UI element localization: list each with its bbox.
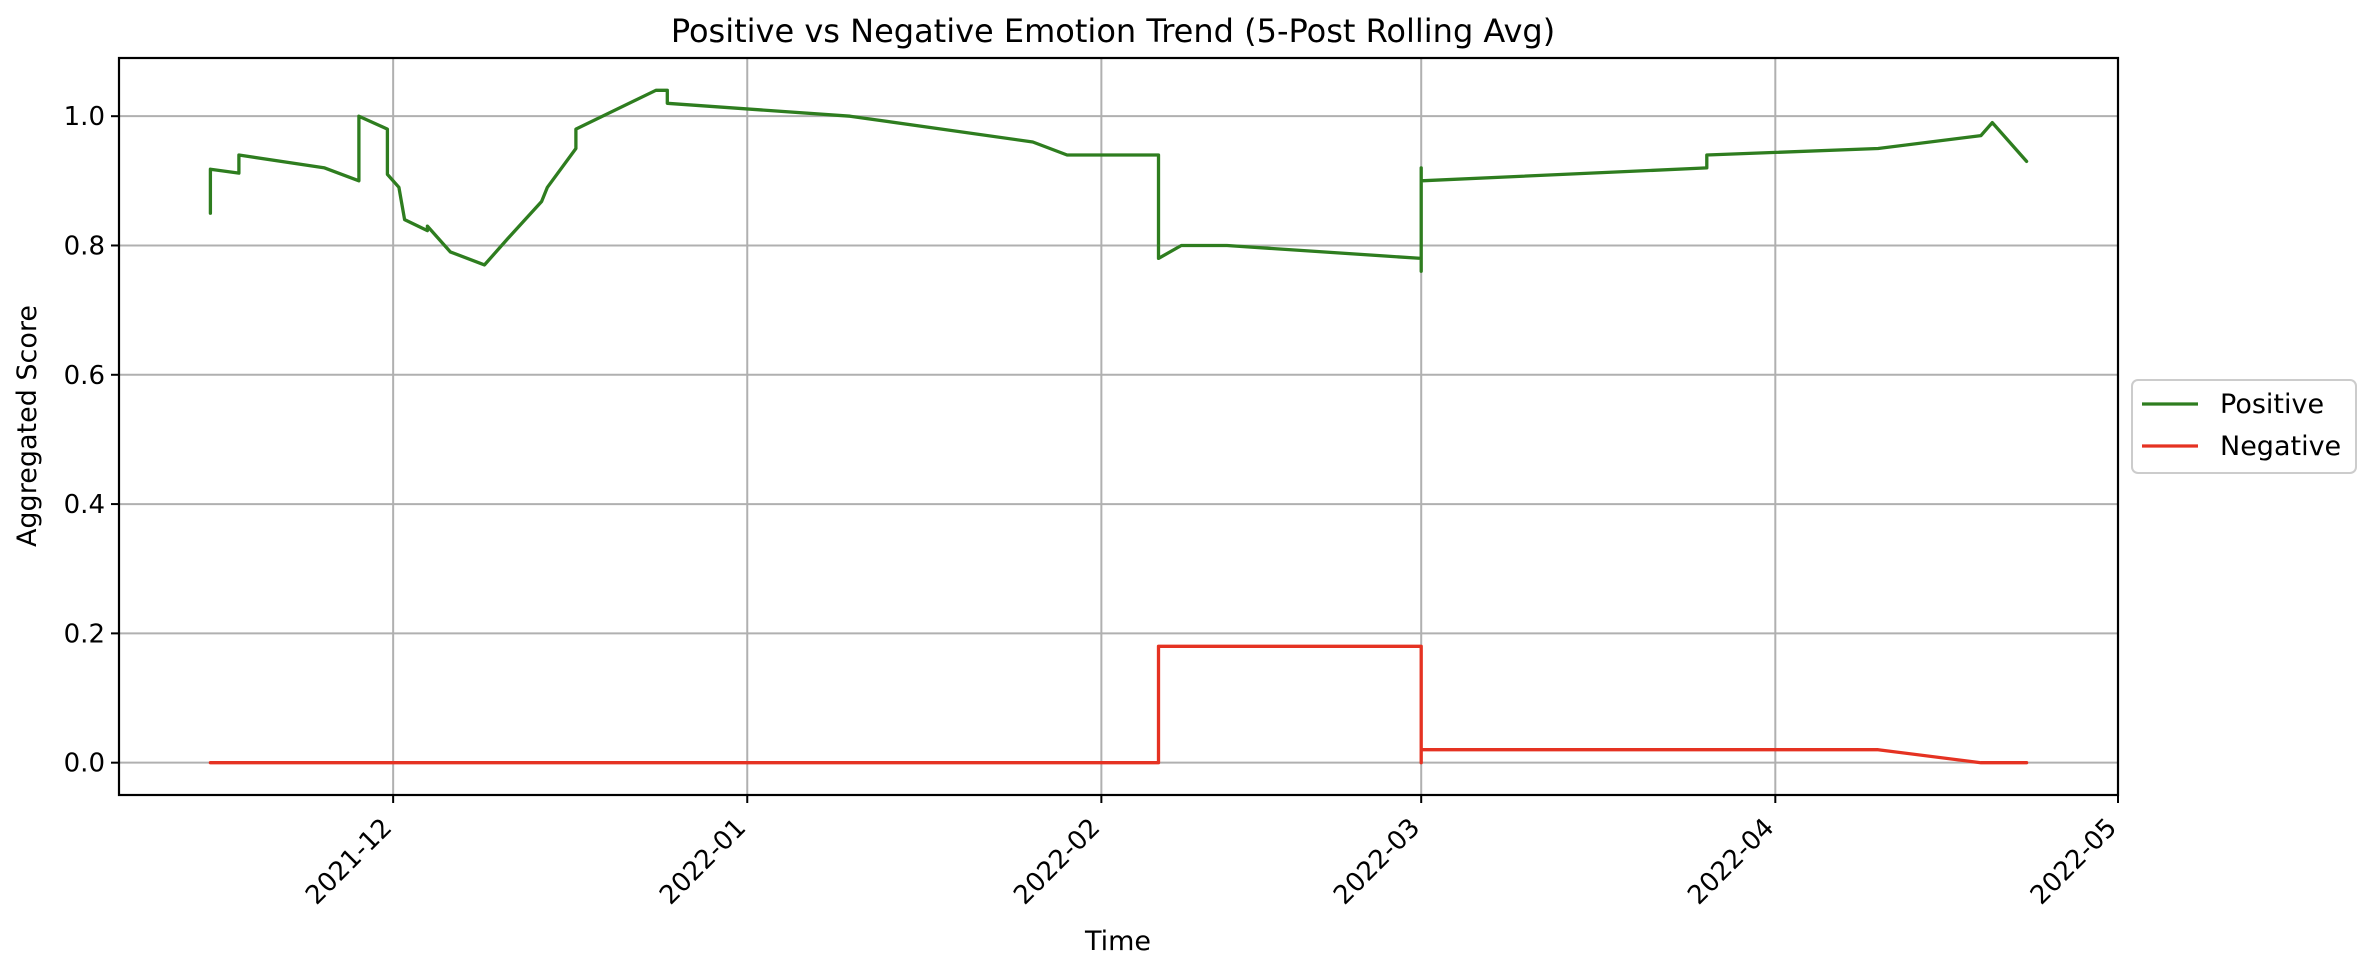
y-tick-label: 1.0 (64, 102, 105, 132)
y-tick-label: 0.0 (64, 749, 105, 779)
x-tick-label: 2022-02 (1008, 813, 1106, 911)
x-axis-label: Time (1084, 926, 1151, 957)
y-tick-label: 0.2 (64, 619, 105, 649)
x-tick-label: 2022-04 (1682, 813, 1780, 911)
grid (119, 58, 2119, 795)
legend-label-positive: Positive (2220, 389, 2324, 420)
plot-frame (117, 56, 2120, 797)
x-tick-label: 2022-01 (654, 813, 752, 911)
y-axis-label: Aggregated Score (12, 305, 43, 547)
x-tick-label: 2022-03 (1328, 813, 1426, 911)
x-axis: 2021-12 2022-01 2022-02 2022-03 2022-04 2022-… (300, 795, 2123, 911)
y-tick-label: 0.4 (64, 490, 105, 520)
y-tick-label: 0.8 (64, 231, 105, 261)
y-tick-label: 0.6 (64, 361, 105, 391)
x-tick-label: 2022-05 (2025, 813, 2123, 911)
series-layer (208, 88, 2029, 765)
y-axis: 0.0 0.2 0.4 0.6 0.8 1.0 (64, 102, 119, 779)
series-line-positive (208, 88, 2029, 273)
x-tick-label: 2021-12 (300, 813, 398, 911)
series-line-negative (208, 644, 2029, 765)
chart-title: Positive vs Negative Emotion Trend (5-Po… (671, 12, 1555, 50)
legend: Positive Negative (2131, 379, 2357, 474)
legend-label-negative: Negative (2220, 431, 2341, 462)
